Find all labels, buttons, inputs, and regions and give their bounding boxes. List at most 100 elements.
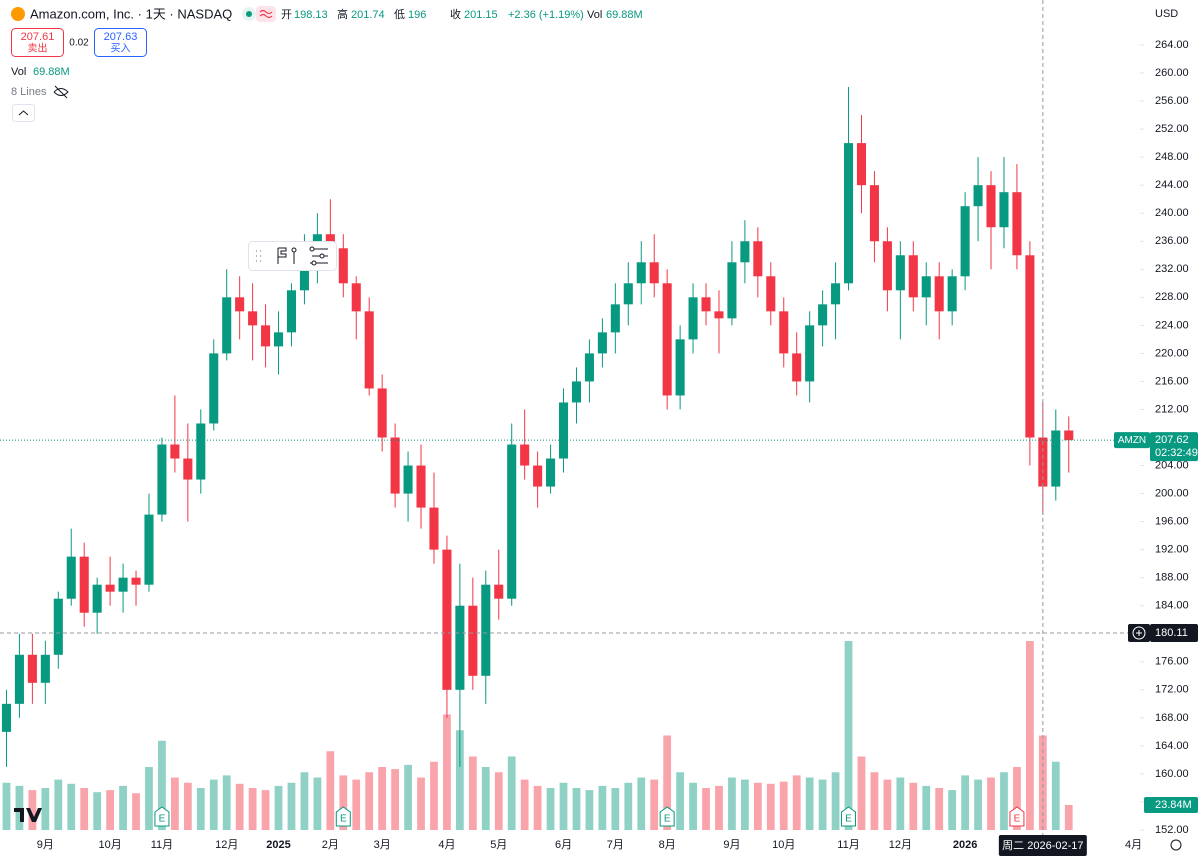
y-tick-label: 160.00 bbox=[1155, 768, 1189, 780]
buy-button[interactable] bbox=[94, 28, 147, 57]
buy-label[interactable]: 买入 bbox=[111, 43, 131, 55]
candle-body bbox=[248, 311, 258, 326]
legend-label: 低 bbox=[394, 8, 405, 21]
lines-label[interactable]: 8 Lines bbox=[11, 86, 47, 98]
candle-body bbox=[921, 276, 931, 298]
x-tick-label: 6月 bbox=[555, 839, 572, 851]
axis-layer: 152.00156.00160.00164.00168.00172.00176.… bbox=[37, 39, 1198, 856]
candle-body bbox=[675, 339, 685, 396]
y-tick-label: 248.00 bbox=[1155, 151, 1189, 163]
candle-body bbox=[468, 605, 478, 676]
candle-body bbox=[235, 297, 245, 312]
volume-bar bbox=[300, 772, 309, 830]
volume-bar bbox=[417, 777, 425, 830]
volume-bar bbox=[261, 790, 270, 830]
candle-body bbox=[286, 290, 297, 333]
tool-icon[interactable] bbox=[291, 247, 297, 253]
candle-body bbox=[934, 276, 944, 312]
sell-button[interactable] bbox=[11, 28, 64, 57]
candle-body bbox=[131, 577, 141, 585]
eye-icon[interactable] bbox=[53, 85, 69, 99]
crosshair-price-tag bbox=[1150, 623, 1198, 642]
volume-bar bbox=[507, 756, 516, 830]
y-tick-label: 252.00 bbox=[1155, 123, 1189, 135]
candle-body bbox=[209, 353, 219, 424]
candle-body bbox=[869, 185, 879, 242]
settings-icon[interactable] bbox=[311, 260, 317, 266]
candle-body bbox=[66, 556, 76, 599]
candle-body bbox=[740, 241, 750, 263]
y-tick-label: 200.00 bbox=[1155, 487, 1189, 499]
candle-body bbox=[481, 584, 491, 676]
volume-bar bbox=[145, 767, 153, 830]
crosshair-price-label: 180.11 bbox=[1155, 627, 1188, 639]
volume-bar bbox=[196, 788, 205, 830]
volume-bar bbox=[935, 788, 944, 830]
volume-bar bbox=[404, 764, 412, 830]
candle-body bbox=[831, 283, 841, 305]
last-price-label: 207.62 bbox=[1155, 434, 1189, 446]
legend-value: 69.88M bbox=[606, 9, 643, 21]
logo bbox=[11, 7, 25, 21]
x-tick-label: 10月 bbox=[772, 839, 795, 851]
tool-icon[interactable] bbox=[277, 247, 295, 264]
volume-legend-value: 69.88M bbox=[33, 66, 70, 78]
candle-body bbox=[973, 185, 983, 207]
collapse-button[interactable] bbox=[12, 104, 35, 122]
volume-tag bbox=[1144, 796, 1198, 813]
volume-bar bbox=[533, 785, 542, 830]
sell-label[interactable]: 卖出 bbox=[28, 42, 48, 55]
y-tick-label: 168.00 bbox=[1155, 712, 1189, 724]
settings-icon[interactable] bbox=[319, 253, 325, 259]
candle-body bbox=[727, 262, 737, 319]
volume-bar bbox=[961, 775, 969, 830]
candle-body bbox=[779, 311, 789, 354]
legend-value: 201.74 bbox=[351, 9, 385, 21]
candle-body bbox=[442, 549, 452, 690]
x-tick-label: 12月 bbox=[215, 839, 238, 851]
currency[interactable]: USD bbox=[1155, 8, 1178, 20]
legend-value: 198.13 bbox=[294, 9, 328, 21]
candle-body bbox=[105, 584, 115, 592]
spread: 0.02 bbox=[69, 38, 89, 49]
volume-bar bbox=[818, 779, 827, 830]
volume-bar bbox=[637, 777, 646, 830]
candle-body bbox=[1, 703, 12, 732]
x-tick-label: 2月 bbox=[322, 839, 339, 851]
candle-body bbox=[222, 297, 232, 354]
sell-price[interactable]: 207.61 bbox=[21, 31, 55, 43]
volume-bar bbox=[391, 769, 399, 830]
candle-body bbox=[753, 241, 763, 277]
volume-bar bbox=[598, 785, 607, 830]
volume-bar bbox=[326, 751, 335, 830]
x-tick-label: 8月 bbox=[659, 839, 676, 851]
buy-price[interactable]: 207.63 bbox=[104, 31, 138, 43]
settings-gear[interactable] bbox=[1170, 839, 1182, 851]
volume-bar bbox=[572, 788, 581, 830]
legend-value: 196 bbox=[408, 9, 426, 21]
candle-body bbox=[662, 283, 672, 396]
volume-bar bbox=[922, 785, 931, 830]
volume-bar bbox=[870, 772, 879, 830]
volume-bar bbox=[171, 777, 179, 830]
volume-last-label: 23.84M bbox=[1155, 799, 1192, 811]
drag-handle[interactable] bbox=[256, 250, 261, 262]
candle-body bbox=[273, 332, 284, 347]
event-marker bbox=[659, 806, 675, 827]
settings-icon[interactable] bbox=[309, 246, 315, 252]
crosshair-date-label: 周二 2026-02-17 bbox=[1002, 839, 1083, 852]
candle-body bbox=[118, 577, 128, 592]
volume-bar bbox=[1026, 641, 1034, 830]
candle-body bbox=[688, 297, 698, 340]
volume-bar bbox=[41, 788, 50, 830]
volume-bar bbox=[792, 775, 801, 830]
chevron-icon[interactable] bbox=[18, 110, 29, 116]
y-tick-label: 236.00 bbox=[1155, 235, 1189, 247]
volume-bar bbox=[676, 772, 684, 830]
volume-bar bbox=[546, 788, 555, 830]
candle-body bbox=[597, 332, 607, 354]
volume-bar bbox=[1038, 735, 1047, 830]
candle-body bbox=[805, 325, 815, 382]
candle-body bbox=[843, 143, 854, 284]
